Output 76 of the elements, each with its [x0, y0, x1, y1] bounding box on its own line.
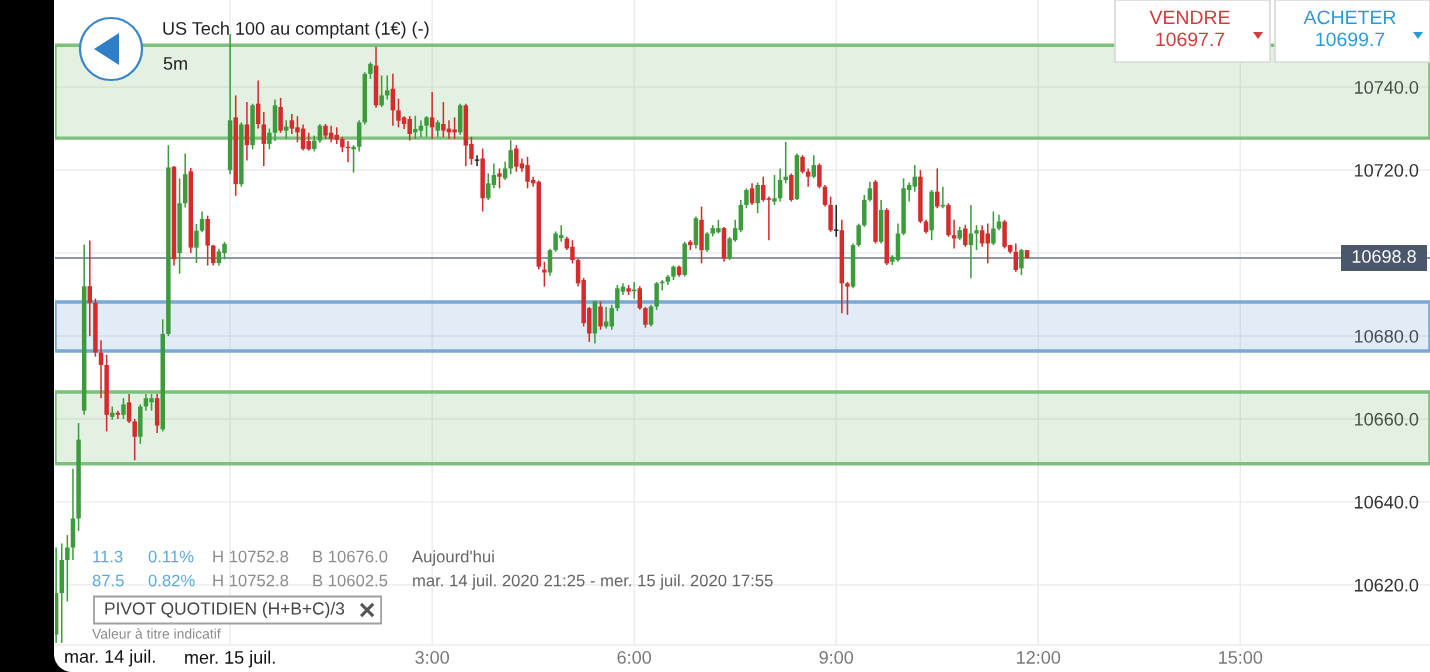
candlestick	[508, 139, 513, 175]
candlestick	[643, 306, 648, 329]
candlestick	[783, 141, 788, 185]
annotation: 0.82%	[148, 574, 195, 587]
text: 5m	[163, 57, 187, 70]
annotation: Aujourd'hui	[412, 550, 494, 566]
candlestick	[385, 74, 390, 101]
annotation: B 10676.0	[313, 550, 388, 563]
candlestick	[211, 243, 216, 267]
y-tick-label: 10680.0	[1355, 329, 1419, 343]
candlestick	[845, 281, 850, 316]
candlestick	[65, 534, 70, 603]
candlestick	[805, 167, 811, 188]
x-tick-label: 12:00	[1017, 651, 1061, 664]
text: US Tech 100 au comptant (1€) (-)	[163, 21, 429, 39]
candlestick	[199, 210, 205, 234]
candlestick	[817, 162, 822, 190]
y-tick-label: 10620.0	[1355, 578, 1419, 592]
annotation: 87.5	[92, 574, 124, 587]
candlestick	[317, 123, 323, 144]
y-tick-label: 10660.0	[1355, 412, 1419, 426]
x-tick-label: mer. 15 juil.	[185, 650, 275, 668]
annotation: PIVOT QUOTIDIEN (H+B+C)/3	[105, 601, 345, 619]
candlestick	[811, 154, 817, 180]
annotation: 10699.7	[1316, 32, 1385, 47]
candlestick	[935, 167, 940, 209]
candlestick	[121, 397, 126, 420]
candlestick	[194, 223, 199, 264]
annotation: 0.11%	[148, 550, 194, 563]
candlestick	[974, 224, 979, 251]
y-tick-label: 10720.0	[1355, 164, 1419, 177]
annotation: ACHETER	[1303, 10, 1396, 25]
candlestick	[755, 181, 760, 214]
annotation: H 10752.8	[213, 574, 289, 587]
candlestick	[278, 97, 283, 134]
annotation: 11.3	[93, 550, 123, 563]
annotation: H 10752.8	[213, 550, 289, 563]
candlestick	[867, 180, 873, 203]
text: mar. 14 juil.	[65, 649, 155, 667]
candlestick	[951, 219, 957, 250]
candlestick	[963, 224, 968, 248]
candlestick	[132, 418, 137, 462]
candlestick	[772, 174, 777, 206]
candlestick	[598, 300, 603, 331]
annotation: mar. 14 juil. 2020 21:25 - mer. 15 juil. 2020 17:55	[413, 574, 773, 590]
annotation: 10697.7	[1156, 32, 1225, 47]
candlestick	[87, 239, 93, 337]
x-tick-label: 9:00	[819, 651, 854, 664]
candlestick	[244, 101, 250, 162]
candlestick	[637, 285, 643, 311]
y-tick-label: 10740.0	[1355, 81, 1419, 94]
x-tick-label: 3:00	[415, 651, 450, 664]
candlestick	[542, 260, 547, 288]
candlestick	[267, 127, 272, 151]
candlestick	[1019, 248, 1024, 276]
candlestick	[800, 154, 805, 175]
annotation: VENDRE	[1149, 10, 1230, 25]
candlestick	[744, 187, 749, 209]
ref-line-label: 10698.8	[1352, 250, 1416, 263]
candlestick	[991, 210, 996, 246]
candlestick	[261, 111, 267, 167]
candlestick	[856, 222, 861, 248]
annotation: Valeur à titre indicatif	[92, 628, 221, 639]
x-tick-label: 15:00	[1219, 651, 1263, 664]
candlestick	[474, 154, 480, 167]
candlestick	[654, 281, 659, 311]
y-tick-label: 10640.0	[1355, 495, 1419, 509]
candlestick	[497, 167, 502, 190]
annotation: B 10602.5	[313, 574, 388, 587]
candlestick	[940, 185, 946, 209]
x-tick-label: 6:00	[617, 651, 652, 664]
candlestick	[379, 74, 384, 108]
candlestick	[547, 248, 553, 277]
candlestick	[424, 115, 429, 138]
candlestick	[351, 144, 356, 174]
candlestick	[749, 182, 755, 206]
